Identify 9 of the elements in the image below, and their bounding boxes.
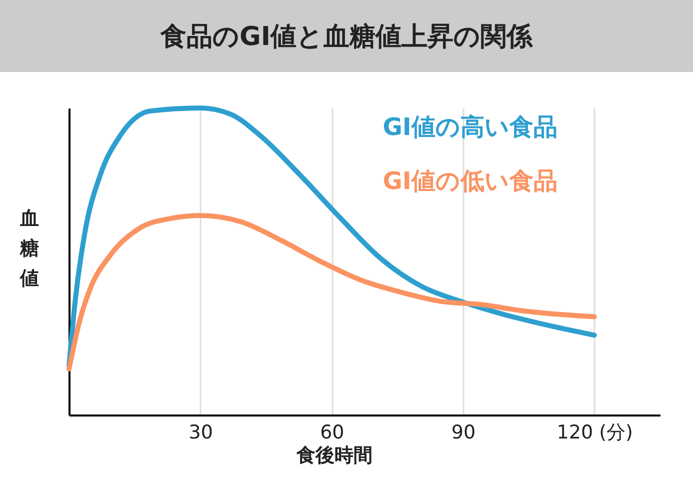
y-axis-title: 血糖値 <box>19 208 39 290</box>
x-tick-label: 60 <box>320 422 344 444</box>
x-axis-title: 食後時間 <box>296 444 372 466</box>
text: GI値の低い食品 <box>382 167 558 195</box>
text: GI値の高い食品 <box>382 113 558 141</box>
x-tick-label: 120 (分) <box>556 422 633 444</box>
x-tick-label: 30 <box>188 422 213 444</box>
chart-title: 食品のGI値と血糖値上昇の関係 <box>0 0 693 72</box>
x-tick-label: 90 <box>451 422 476 444</box>
